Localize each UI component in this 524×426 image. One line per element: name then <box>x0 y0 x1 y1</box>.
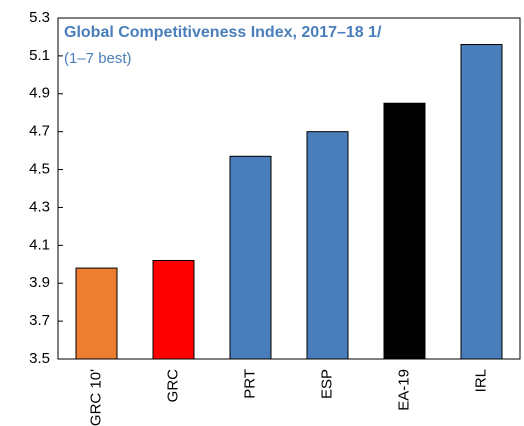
y-tick-label: 4.9 <box>29 85 50 102</box>
y-tick-label: 4.7 <box>29 123 50 140</box>
y-tick-label: 3.5 <box>29 350 50 367</box>
y-tick-label: 5.3 <box>29 9 50 26</box>
chart-subtitle: (1–7 best) <box>64 50 132 67</box>
bar <box>152 259 195 360</box>
bar <box>383 102 426 360</box>
x-tick-label: ESP <box>318 369 335 399</box>
plot-frame <box>57 17 521 360</box>
bar <box>460 44 503 360</box>
bar <box>229 155 272 360</box>
x-tick-label: IRL <box>472 369 489 392</box>
x-tick-label: GRC <box>164 369 181 403</box>
y-tick-label: 4.1 <box>29 236 50 253</box>
x-tick-label: GRC 10' <box>87 369 104 426</box>
y-tick-label: 3.9 <box>29 274 50 291</box>
bar <box>75 267 118 360</box>
y-tick-label: 4.3 <box>29 198 50 215</box>
x-tick-label: EA-19 <box>395 369 412 411</box>
y-tick-label: 5.1 <box>29 47 50 64</box>
y-tick-label: 3.7 <box>29 312 50 329</box>
bar <box>306 131 349 360</box>
chart-title: Global Competitiveness Index, 2017–18 1/ <box>64 24 382 41</box>
x-tick-label: PRT <box>241 369 258 399</box>
y-tick-label: 4.5 <box>29 161 50 178</box>
